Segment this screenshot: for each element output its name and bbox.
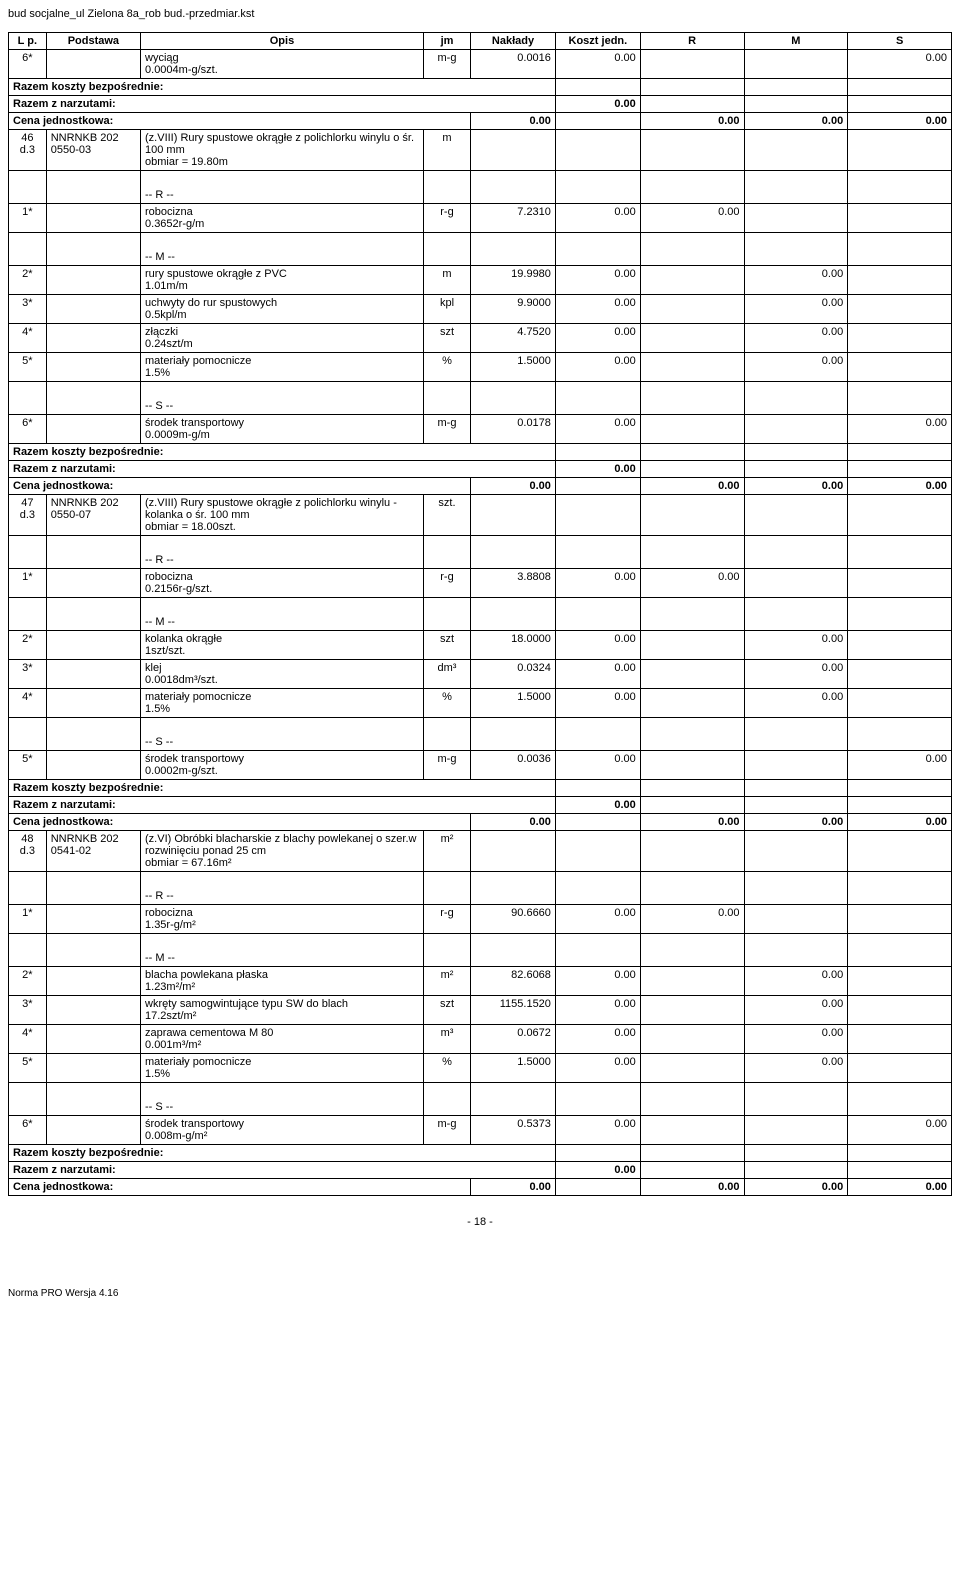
blank-row [9, 233, 952, 250]
col-jm: jm [423, 33, 470, 50]
sum-narzuty: Razem z narzutami:0.00 [9, 797, 952, 814]
col-lp: L p. [9, 33, 47, 50]
sum-cena: Cena jednostkowa:0.000.000.000.00 [9, 1179, 952, 1196]
blank-row [9, 382, 952, 399]
table-row: 4*materiały pomocnicze1.5%%1.50000.000.0… [9, 689, 952, 718]
sum-bezposrednie: Razem koszty bezpośrednie: [9, 1145, 952, 1162]
section-row: -- R -- [9, 888, 952, 905]
section-row: -- R -- [9, 187, 952, 204]
table-row: 6*środek transportowy0.008m-g/m²m-g0.537… [9, 1116, 952, 1145]
item-header: 47 d.3NNRNKB 202 0550-07(z.VIII) Rury sp… [9, 495, 952, 536]
sum-bezposrednie: Razem koszty bezpośrednie: [9, 780, 952, 797]
col-s: S [848, 33, 952, 50]
blank-row [9, 934, 952, 951]
table-row: 1*robocizna1.35r-g/m²r-g90.66600.000.00 [9, 905, 952, 934]
sum-narzuty: Razem z narzutami:0.00 [9, 461, 952, 478]
table-row: 4*złączki0.24szt/mszt4.75200.000.00 [9, 324, 952, 353]
table-row: 3*klej0.0018dm³/szt.dm³0.03240.000.00 [9, 660, 952, 689]
table-row: 6*wyciąg0.0004m-g/szt.m-g0.00160.000.00 [9, 50, 952, 79]
sum-narzuty: Razem z narzutami:0.00 [9, 1162, 952, 1179]
table-row: 2*kolanka okrągłe1szt/szt.szt18.00000.00… [9, 631, 952, 660]
table-header: L p. Podstawa Opis jm Nakłady Koszt jedn… [9, 33, 952, 50]
blank-row [9, 598, 952, 615]
col-naklady: Nakłady [471, 33, 556, 50]
table-row: 5*środek transportowy0.0002m-g/szt.m-g0.… [9, 751, 952, 780]
blank-row [9, 718, 952, 735]
cost-table: L p. Podstawa Opis jm Nakłady Koszt jedn… [8, 32, 952, 1196]
sum-cena: Cena jednostkowa:0.000.000.000.00 [9, 478, 952, 495]
blank-row [9, 171, 952, 188]
blank-row [9, 536, 952, 553]
page-number: - 18 - [8, 1216, 952, 1228]
sum-bezposrednie: Razem koszty bezpośrednie: [9, 444, 952, 461]
col-m: M [744, 33, 848, 50]
table-row: 2*rury spustowe okrągłe z PVC1.01m/mm19.… [9, 266, 952, 295]
col-koszt: Koszt jedn. [555, 33, 640, 50]
table-row: 6*środek transportowy0.0009m-g/mm-g0.017… [9, 415, 952, 444]
item-header: 48 d.3NNRNKB 202 0541-02(z.VI) Obróbki b… [9, 831, 952, 872]
section-row: -- S -- [9, 1099, 952, 1116]
blank-row [9, 1083, 952, 1100]
section-row: -- R -- [9, 552, 952, 569]
section-row: -- S -- [9, 734, 952, 751]
table-row: 4*zaprawa cementowa M 800.001m³/m²m³0.06… [9, 1025, 952, 1054]
table-row: 2*blacha powlekana płaska1.23m²/m²m²82.6… [9, 967, 952, 996]
section-row: -- M -- [9, 249, 952, 266]
table-row: 1*robocizna0.3652r-g/mr-g7.23100.000.00 [9, 204, 952, 233]
doc-title: bud socjalne_ul Zielona 8a_rob bud.-prze… [8, 8, 952, 20]
sum-narzuty: Razem z narzutami:0.00 [9, 96, 952, 113]
item-header: 46 d.3NNRNKB 202 0550-03(z.VIII) Rury sp… [9, 130, 952, 171]
sum-cena: Cena jednostkowa:0.000.000.000.00 [9, 814, 952, 831]
col-podstawa: Podstawa [46, 33, 140, 50]
section-row: -- M -- [9, 950, 952, 967]
blank-row [9, 872, 952, 889]
table-row: 5*materiały pomocnicze1.5%%1.50000.000.0… [9, 353, 952, 382]
col-r: R [640, 33, 744, 50]
footer-version: Norma PRO Wersja 4.16 [8, 1288, 952, 1299]
section-row: -- S -- [9, 398, 952, 415]
table-row: 3*uchwyty do rur spustowych0.5kpl/mkpl9.… [9, 295, 952, 324]
table-row: 5*materiały pomocnicze1.5%%1.50000.000.0… [9, 1054, 952, 1083]
sum-bezposrednie: Razem koszty bezpośrednie: [9, 79, 952, 96]
sum-cena: Cena jednostkowa:0.000.000.000.00 [9, 113, 952, 130]
table-row: 1*robocizna0.2156r-g/szt.r-g3.88080.000.… [9, 569, 952, 598]
col-opis: Opis [141, 33, 424, 50]
section-row: -- M -- [9, 614, 952, 631]
table-row: 3*wkręty samogwintujące typu SW do blach… [9, 996, 952, 1025]
